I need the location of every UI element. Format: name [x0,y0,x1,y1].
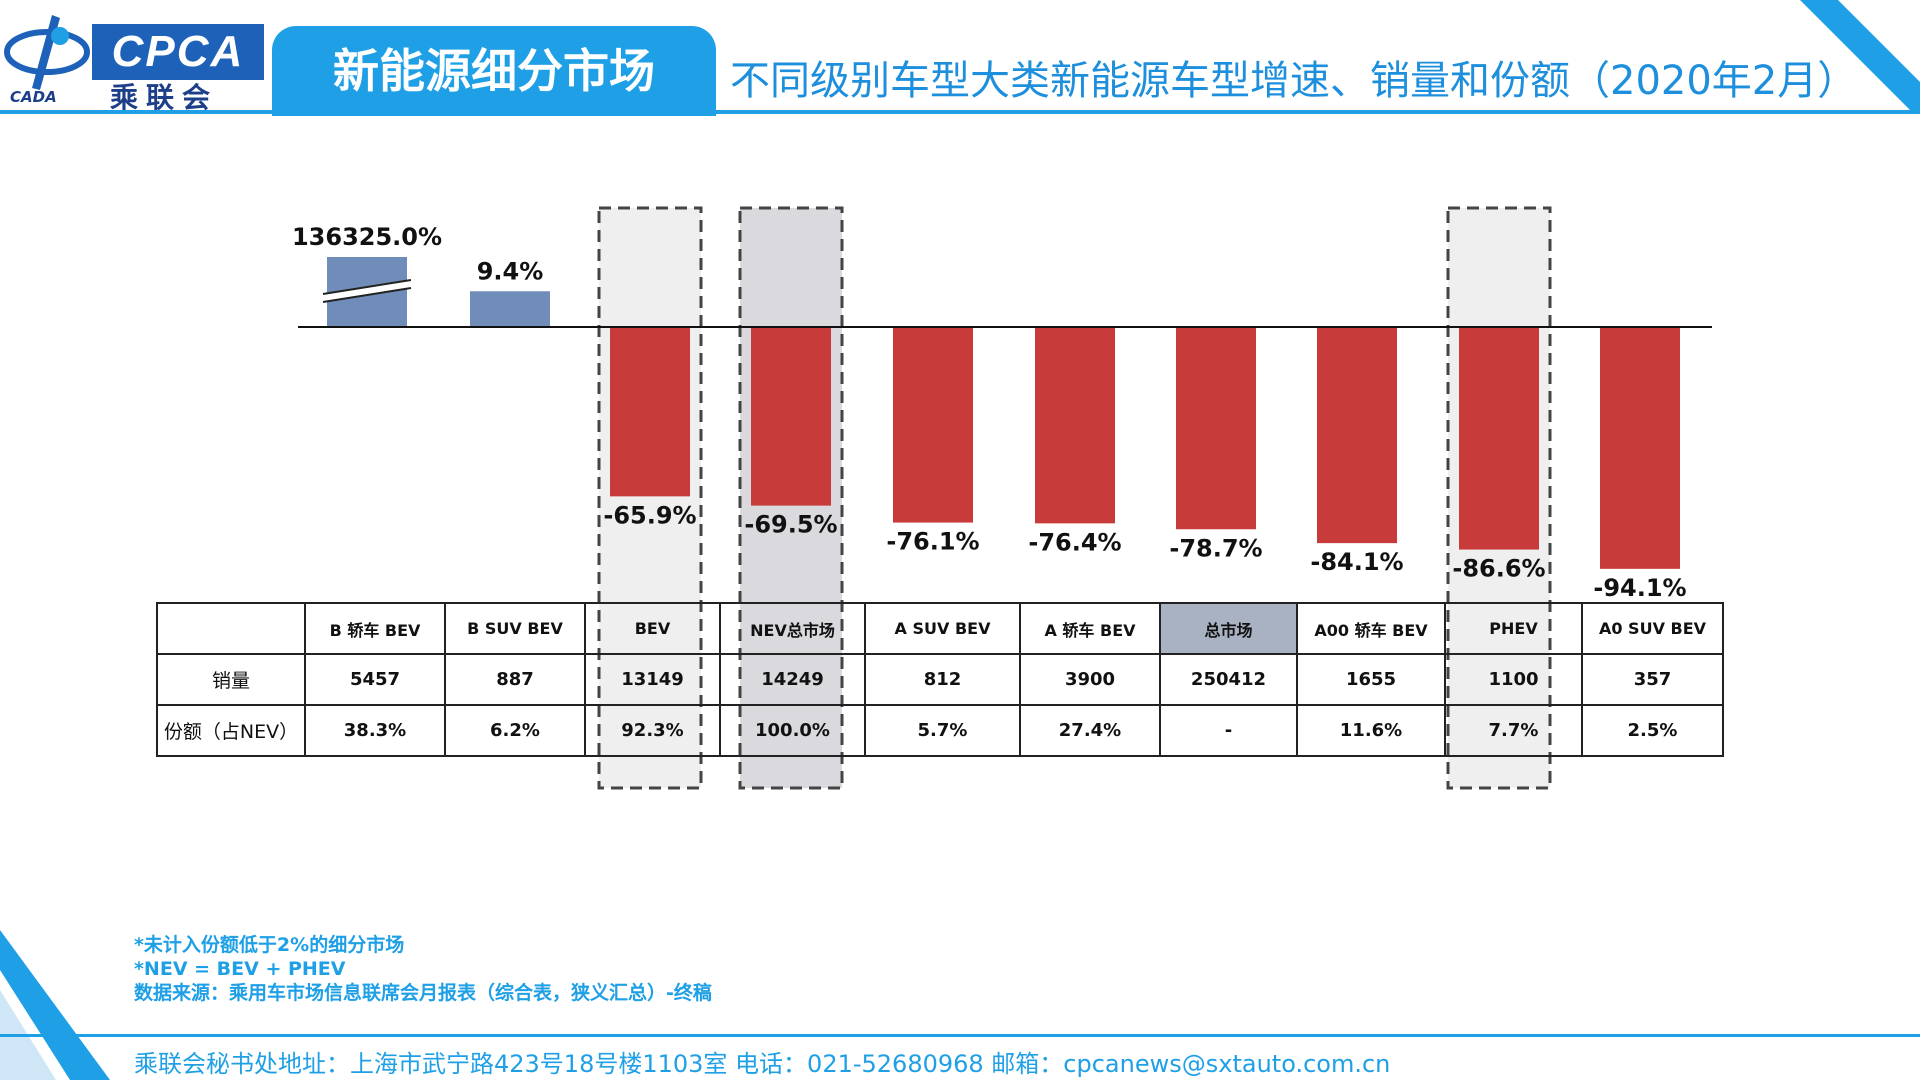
table-header-cell: NEV总市场 [719,602,866,655]
data-label: -76.1% [886,528,979,556]
table-cell: 2.5% [1581,704,1724,757]
data-label: 9.4% [477,257,544,285]
table-cell: 1655 [1296,653,1446,706]
table-cell: - [1159,704,1298,757]
cpca-logo: CPCA 乘联会 CADA [2,10,272,114]
table-header-cell: B 轿车 BEV [304,602,446,655]
table-row-label: 销量 [156,653,306,706]
footnote-share: *未计入份额低于2%的细分市场 [134,934,405,956]
footer-divider [0,1034,1920,1037]
sales-share-table: B 轿车 BEV B SUV BEV BEV NEV总市场 A SUV BEV … [156,602,1724,757]
table-header-cell: A00 轿车 BEV [1296,602,1446,655]
table-cell: 92.3% [584,704,721,757]
table-header-cell: BEV [584,602,721,655]
bar [1035,327,1115,524]
bar [470,291,550,327]
table-row-sales: 销量 5457 887 13149 14249 812 3900 250412 … [156,653,1724,706]
table-header-cell: A SUV BEV [864,602,1021,655]
table-cell: 887 [444,653,586,706]
logo-wordmark: CPCA [92,24,264,80]
table-cell: 812 [864,653,1021,706]
data-label: -86.6% [1452,555,1545,583]
page-title: 不同级别车型大类新能源车型增速、销量和份额（2020年2月） [730,58,1858,104]
table-row-share: 份额（占NEV） 38.3% 6.2% 92.3% 100.0% 5.7% 27… [156,704,1724,757]
break-gap [322,280,412,302]
corner-decoration-icon [0,930,110,1080]
data-label: -94.1% [1593,574,1686,602]
bar [1459,327,1539,550]
break-line [322,279,412,295]
bar [1317,327,1397,544]
table-cell: 357 [1581,653,1724,706]
table-header-cell-total: 总市场 [1159,602,1298,655]
bar [751,327,831,506]
table-header-cell [156,602,306,655]
table-cell: 100.0% [719,704,866,757]
section-tab: 新能源细分市场 [272,26,716,116]
footer-contact: 乘联会秘书处地址：上海市武宁路423号18号楼1103室 电话：021-5268… [134,1050,1391,1078]
data-label: -76.4% [1028,528,1121,556]
data-label: 136325.0% [292,223,442,251]
table-cell: 5.7% [864,704,1021,757]
table-cell: 7.7% [1444,704,1583,757]
data-label: -69.5% [744,511,837,539]
table-header-cell: A 轿车 BEV [1019,602,1161,655]
cpca-emblem-icon [4,15,90,90]
table-cell: 27.4% [1019,704,1161,757]
table-cell: 250412 [1159,653,1298,706]
logo-subtext: CADA [10,88,57,106]
table-cell: 1100 [1444,653,1583,706]
table-cell: 38.3% [304,704,446,757]
bar [1176,327,1256,530]
data-label: -78.7% [1169,534,1262,562]
footnotes: *未计入份额低于2%的细分市场 *NEV = BEV + PHEV 数据来源：乘… [134,933,712,1005]
table-cell: 14249 [719,653,866,706]
axis-break-icon [322,279,412,303]
logo-chinese-name: 乘联会 [110,81,219,114]
table-cell: 5457 [304,653,446,706]
table-cell: 3900 [1019,653,1161,706]
footnote-source: 数据来源：乘用车市场信息联席会月报表（综合表，狭义汇总）-终稿 [134,982,712,1004]
table-header-cell: A0 SUV BEV [1581,602,1724,655]
table-header-cell: B SUV BEV [444,602,586,655]
table-row-label: 份额（占NEV） [156,704,306,757]
table-header-row: B 轿车 BEV B SUV BEV BEV NEV总市场 A SUV BEV … [156,602,1724,655]
data-label: -65.9% [603,501,696,529]
table-header-cell: PHEV [1444,602,1583,655]
table-cell: 6.2% [444,704,586,757]
table-cell: 13149 [584,653,721,706]
bar [1600,327,1680,569]
break-line [322,287,412,303]
bar [893,327,973,523]
corner-decoration-icon [1800,0,1920,112]
header-divider [0,110,1920,114]
footnote-nev-definition: *NEV = BEV + PHEV [134,958,346,980]
header: CPCA 乘联会 CADA 新能源细分市场 不同级别车型大类新能源车型增速、销量… [0,0,1920,120]
table-cell: 11.6% [1296,704,1446,757]
data-label: -84.1% [1310,548,1403,576]
bar [610,327,690,497]
